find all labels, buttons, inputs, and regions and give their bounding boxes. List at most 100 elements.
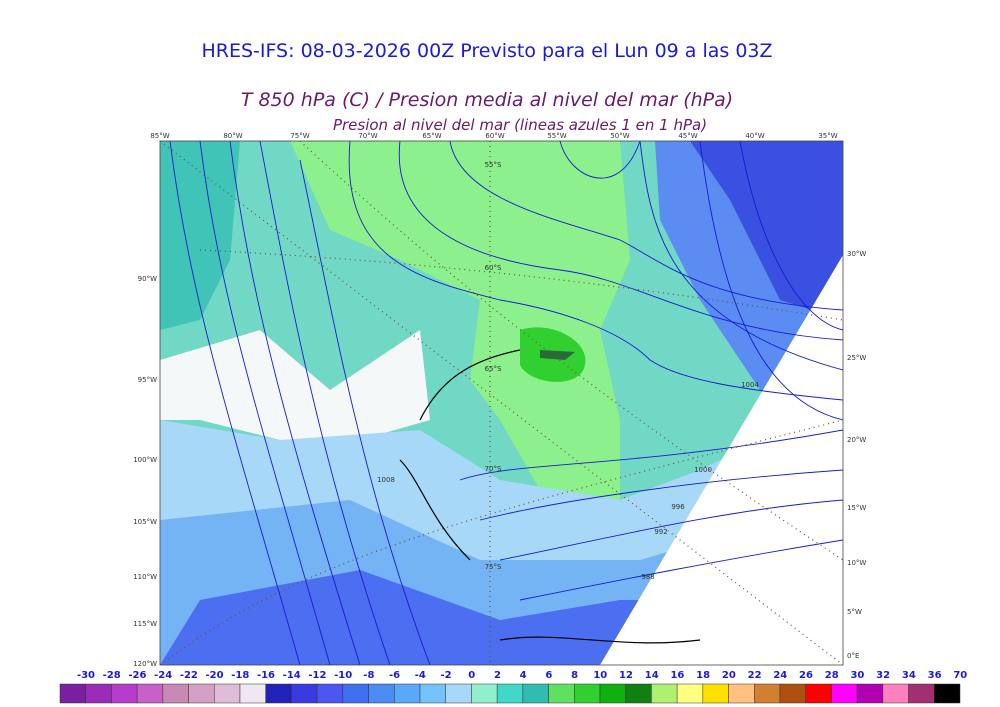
isobars [169,141,843,665]
colorbar-box [496,683,524,704]
lon-label: 40°W [745,132,764,140]
lat-label: 65°S [485,365,502,373]
colorbar-label: 10 [593,670,607,681]
colorbar-box [728,683,755,704]
colorbar-box [162,683,189,704]
lon-label: 120°W [133,660,157,668]
colorbar-box [265,683,292,704]
graticule [160,141,843,665]
lat-label: 75°S [485,563,502,571]
isobar-label: 1008 [377,476,395,484]
colorbar-box [291,683,318,704]
colorbar-box [85,683,112,704]
colorbar-label: -8 [363,670,374,681]
colorbar-label: 18 [696,670,710,681]
isobar-label: 996 [671,503,685,511]
colorbar-box [342,683,369,704]
field [690,141,843,320]
lon-label: 70°W [358,132,377,140]
colorbar-label: -24 [154,670,172,681]
colorbar-box [934,683,961,704]
colorbar-box [419,683,446,704]
coastline [399,349,701,644]
colorbar-label: -22 [180,670,198,681]
colorbar-box [882,683,909,704]
isobar-label: 1000 [694,466,712,474]
isobar-label: 1004 [741,381,759,389]
colorbar-box [805,683,832,704]
colorbar-box [779,683,806,704]
colorbar-label: -2 [440,670,451,681]
colorbar-label: -10 [334,670,352,681]
colorbar-label: 16 [670,670,684,681]
map-frame [159,140,844,666]
colorbar-box [651,683,678,704]
colorbar-box [394,683,421,704]
colorbar-label: 8 [571,670,578,681]
colorbar-label: -28 [103,670,121,681]
colorbar-label: 0 [468,670,475,681]
colorbar-label: -26 [128,670,146,681]
colorbar-box [599,683,626,704]
colorbar-label: -18 [231,670,249,681]
colorbar-label: 2 [494,670,501,681]
lon-label: 105°W [133,518,157,526]
colorbar-label: -16 [257,670,275,681]
lon-label: 100°W [133,456,157,464]
lon-label: 90°W [138,275,157,283]
colorbar-label: 36 [928,670,942,681]
colorbar-label: -14 [283,670,301,681]
lon-label: 55°W [547,132,566,140]
colorbar-box [239,683,266,704]
colorbar-label: 34 [902,670,916,681]
lon-label: 75°W [290,132,309,140]
colorbar-box [136,683,164,704]
lat-label: 55°S [485,161,502,169]
colorbar-label: 6 [545,670,552,681]
colorbar-box [471,683,498,704]
colorbar-box [111,683,138,704]
colorbar-box [368,683,395,704]
no-data [600,255,843,665]
colorbar-box [316,683,344,704]
map: 85°W 80°W 75°W 70°W 65°W 60°W 55°W 50°W 45°W 40°W… [133,132,866,668]
lon-label: 5°W [847,608,862,616]
colorbar: -30 -28 -26 -24 -22 -20 -18 -16 -14 -12 -10 -8 -6 -4-… [59,670,967,704]
isobar-label: 988 [641,573,654,581]
field [160,141,240,330]
lon-label: 35°W [818,132,837,140]
lon-label: 50°W [610,132,629,140]
colorbar-box [908,683,935,704]
colorbar-box [574,683,601,704]
colorbar-label: 4 [520,670,527,681]
isobar-label: 992 [654,528,667,536]
colorbar-box [856,683,884,704]
lon-label: 45°W [678,132,697,140]
colorbar-label: 22 [748,670,762,681]
colorbar-label: -12 [308,670,326,681]
colorbar-box [625,683,652,704]
colorbar-label: -20 [206,670,224,681]
colorbar-box [548,683,575,704]
lon-label: 15°W [847,504,866,512]
lon-label: 20°W [847,436,866,444]
colorbar-box [754,683,781,704]
lon-label: 0°E [847,652,859,660]
lon-label: 60°W [485,132,504,140]
lon-label: 25°W [847,354,866,362]
colorbar-box [676,683,704,704]
lon-label: 65°W [422,132,441,140]
field [540,350,575,360]
colorbar-label: 20 [722,670,736,681]
colorbar-label: -6 [389,670,400,681]
colorbar-label: -4 [415,670,426,681]
colorbar-label: 30 [850,670,864,681]
field [290,141,630,500]
colorbar-box [188,683,215,704]
lon-label: 30°W [847,250,866,258]
lon-label: 115°W [133,620,157,628]
colorbar-label: 12 [619,670,633,681]
colorbar-label: -30 [77,670,95,681]
colorbar-box [522,683,549,704]
